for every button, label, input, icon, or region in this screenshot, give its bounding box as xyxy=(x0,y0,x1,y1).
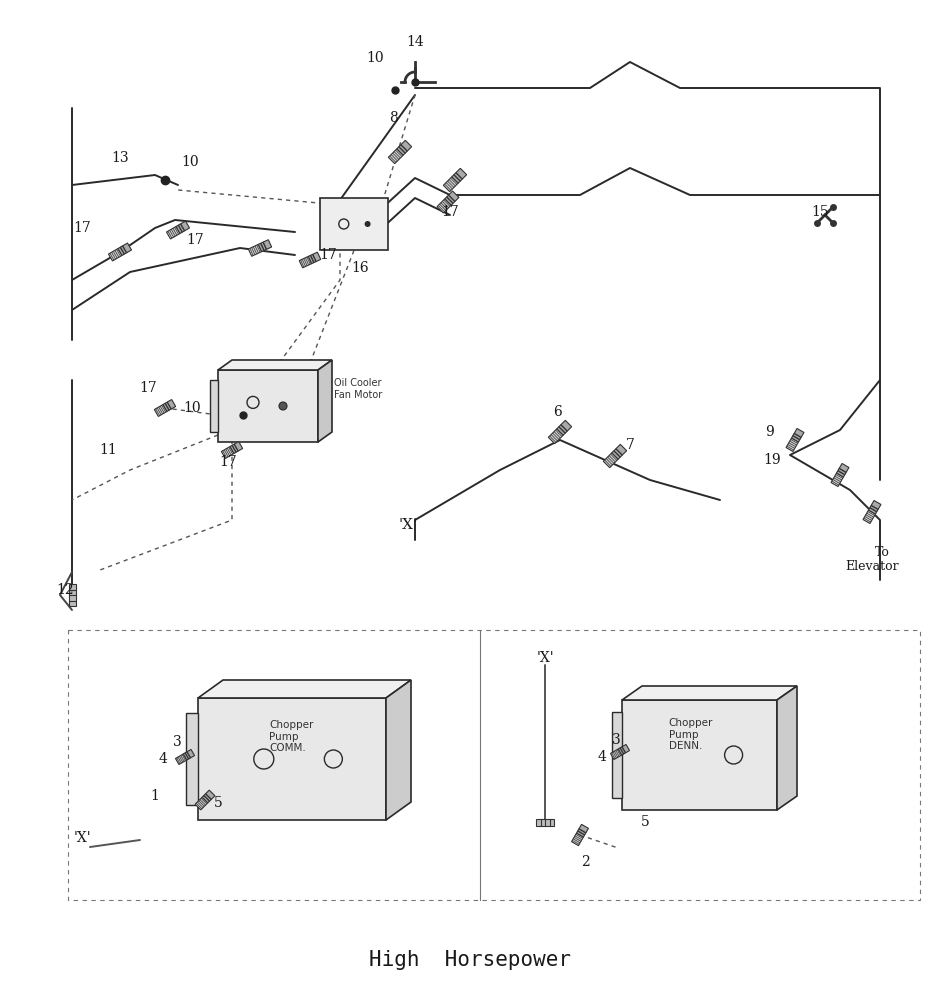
Text: 7: 7 xyxy=(625,438,634,452)
Polygon shape xyxy=(869,500,881,514)
Polygon shape xyxy=(308,252,321,264)
Text: 10: 10 xyxy=(183,401,201,415)
Polygon shape xyxy=(452,168,466,183)
Polygon shape xyxy=(777,686,797,810)
Polygon shape xyxy=(536,818,554,826)
Text: 10: 10 xyxy=(181,155,199,169)
Polygon shape xyxy=(230,442,243,453)
Polygon shape xyxy=(445,191,459,205)
Text: 11: 11 xyxy=(99,443,117,457)
Text: 14: 14 xyxy=(406,35,424,49)
Text: 10: 10 xyxy=(367,51,384,65)
Polygon shape xyxy=(612,712,622,798)
Text: 8: 8 xyxy=(388,111,398,125)
Text: Chopper
Pump
COMM.: Chopper Pump COMM. xyxy=(270,720,314,753)
Polygon shape xyxy=(210,380,218,432)
Text: Oil Cooler
Fan Motor: Oil Cooler Fan Motor xyxy=(334,378,383,400)
Polygon shape xyxy=(299,256,312,268)
Text: 3: 3 xyxy=(173,735,181,749)
Polygon shape xyxy=(166,227,180,239)
Polygon shape xyxy=(176,754,187,765)
Polygon shape xyxy=(218,370,318,442)
Text: 4: 4 xyxy=(598,750,606,764)
Text: 19: 19 xyxy=(763,453,781,467)
Text: 16: 16 xyxy=(352,261,368,275)
Polygon shape xyxy=(556,420,572,435)
Polygon shape xyxy=(320,198,388,250)
Text: 13: 13 xyxy=(111,151,129,165)
Polygon shape xyxy=(791,428,804,442)
Text: Elevator: Elevator xyxy=(845,560,899,574)
Polygon shape xyxy=(437,199,451,213)
Polygon shape xyxy=(258,240,272,252)
Text: High  Horsepower: High Horsepower xyxy=(369,950,571,970)
Polygon shape xyxy=(186,713,198,805)
Text: 1: 1 xyxy=(150,789,160,803)
Polygon shape xyxy=(444,177,458,192)
Polygon shape xyxy=(831,473,843,487)
Text: 17: 17 xyxy=(186,233,204,247)
Text: 12: 12 xyxy=(56,583,74,597)
Polygon shape xyxy=(163,400,176,411)
Text: 5: 5 xyxy=(213,796,223,810)
Text: 'X': 'X' xyxy=(73,831,91,845)
Polygon shape xyxy=(837,463,849,477)
Text: 6: 6 xyxy=(554,405,562,419)
Text: To: To xyxy=(874,546,889,560)
Text: Chopper
Pump
DENN.: Chopper Pump DENN. xyxy=(668,718,713,751)
Polygon shape xyxy=(863,510,875,524)
Text: 17: 17 xyxy=(73,221,91,235)
Polygon shape xyxy=(154,405,167,416)
Polygon shape xyxy=(183,749,195,760)
Polygon shape xyxy=(603,453,619,468)
Polygon shape xyxy=(610,749,621,760)
Text: 5: 5 xyxy=(641,815,650,829)
Text: 'X': 'X' xyxy=(399,518,417,532)
Text: 3: 3 xyxy=(612,733,620,747)
Text: 'X': 'X' xyxy=(536,651,554,665)
Polygon shape xyxy=(622,686,797,700)
Polygon shape xyxy=(388,149,403,164)
Circle shape xyxy=(365,221,370,227)
Polygon shape xyxy=(248,244,261,256)
Polygon shape xyxy=(548,429,563,444)
Polygon shape xyxy=(198,680,411,698)
Polygon shape xyxy=(198,698,386,820)
Text: 17: 17 xyxy=(219,455,237,469)
Polygon shape xyxy=(576,824,588,837)
Text: 17: 17 xyxy=(319,248,337,262)
Polygon shape xyxy=(69,584,75,606)
Polygon shape xyxy=(386,680,411,820)
Polygon shape xyxy=(221,447,234,458)
Text: 17: 17 xyxy=(139,381,157,395)
Polygon shape xyxy=(318,360,332,442)
Polygon shape xyxy=(176,221,190,233)
Polygon shape xyxy=(572,833,584,846)
Circle shape xyxy=(279,402,287,410)
Polygon shape xyxy=(619,744,630,755)
Text: 2: 2 xyxy=(581,855,589,869)
Polygon shape xyxy=(218,360,332,370)
Text: 9: 9 xyxy=(765,425,775,439)
Polygon shape xyxy=(196,797,208,810)
Text: 15: 15 xyxy=(811,205,829,219)
Text: 4: 4 xyxy=(159,752,167,766)
Polygon shape xyxy=(786,438,798,452)
Polygon shape xyxy=(397,140,412,155)
Text: 17: 17 xyxy=(441,205,459,219)
Polygon shape xyxy=(612,444,627,459)
Polygon shape xyxy=(202,790,215,803)
Polygon shape xyxy=(622,700,777,810)
Polygon shape xyxy=(108,249,122,261)
Polygon shape xyxy=(118,243,132,255)
